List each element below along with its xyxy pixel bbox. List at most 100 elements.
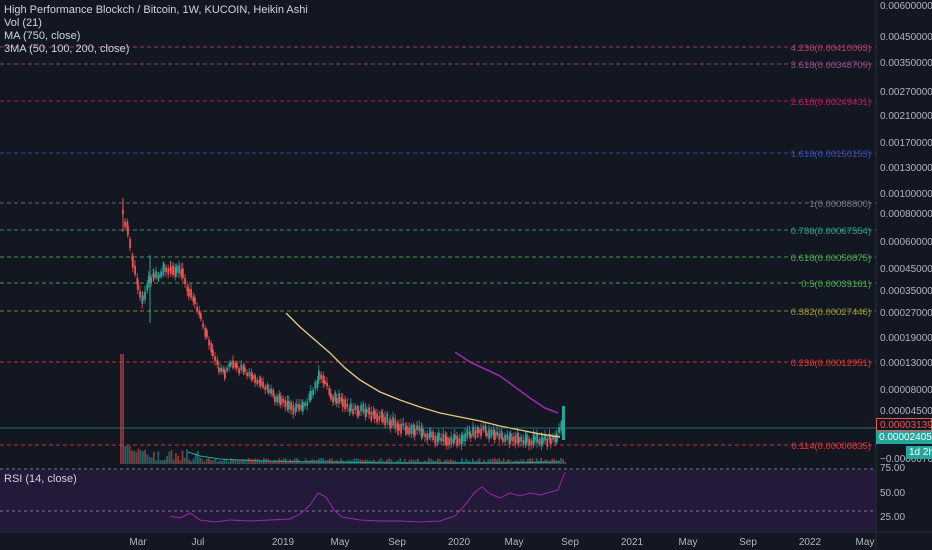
candle-body [512,436,514,442]
candle-body [424,433,426,438]
candle-body [280,396,282,406]
fib-level-label: 0.382(0.00027446) [791,307,871,318]
candle-body [558,427,560,434]
candle-body [188,288,190,297]
candle-body [306,401,309,406]
candle-body [196,307,198,312]
candle-body [390,419,392,428]
candle-body [544,435,546,441]
price-axis-label: 0.00080000 [880,209,932,220]
candle-body [450,436,453,444]
candle-body [402,423,405,427]
candle-body [165,267,167,273]
volume-bar [280,459,283,464]
volume-bar [527,459,529,464]
volume-bar [450,459,452,464]
time-axis-label: Jul [192,537,205,548]
candle-body [438,432,440,441]
volume-indicator-label[interactable]: Vol (21) [4,17,42,29]
volume-bar [476,460,479,464]
volume-bar [489,458,492,464]
candle-body [428,433,431,438]
candle-body [406,426,408,434]
candle-body [540,438,543,446]
candle-body [554,435,557,443]
ma-indicator-label[interactable]: MA (750, close) [4,30,81,42]
last-price-tag: 0.00003139 [876,418,932,431]
last-candle-body [562,406,565,440]
volume-bar [177,456,179,464]
triple-ma-indicator-label[interactable]: 3MA (50, 100, 200, close) [4,43,130,55]
candle-body [456,435,458,446]
candle-body [370,411,373,421]
price-axis-label: 0.00130000 [880,163,932,174]
chart-legend: High Performance Blockch / Bitcoin, 1W, … [4,4,308,56]
candle-body [380,411,383,418]
candle-body [528,438,530,446]
volume-bar [452,460,454,464]
price-axis-label: 0.00027000 [880,308,932,319]
volume-bar [124,446,127,464]
candle-body [163,263,165,272]
volume-bar [203,461,206,464]
candle-body [426,433,429,441]
price-axis-label: 0.00004500 [880,406,932,417]
candle-body [308,393,311,401]
candle-body [142,295,144,301]
volume-bar [355,458,358,464]
ma-purple-line [454,351,559,414]
rsi-axis-label: 50.00 [880,488,905,499]
fib-level-label: 0.114(0.00000835) [791,441,871,452]
candle-body [334,392,337,402]
candle-body [278,393,281,404]
volume-bar [227,461,230,464]
candle-body [454,434,456,440]
volume-bar [238,459,241,464]
candle-body [550,437,552,445]
rsi-axis-label: 75.00 [880,463,905,474]
price-axis-label: 0.00270000 [880,87,932,98]
candle-body [376,413,378,423]
time-axis-label: 2021 [621,537,644,548]
candle-body [274,396,276,403]
volume-bar [256,459,259,464]
candle-body [302,401,304,412]
candle-body [386,413,389,423]
candle-body [192,296,195,302]
candle-body [160,271,162,278]
volume-bar [357,458,360,464]
rsi-axis-label: 25.00 [880,512,905,523]
price-axis-label: 0.00600000 [880,1,932,12]
time-axis-label: Sep [739,537,757,548]
rsi-indicator-label[interactable]: RSI (14, close) [4,473,77,485]
candle-body [520,436,522,442]
candle-body [178,265,180,274]
volume-bar [302,461,305,464]
candle-body [150,277,152,284]
candle-body [442,433,445,442]
symbol-title[interactable]: High Performance Blockch / Bitcoin, 1W, … [4,4,308,16]
volume-bar [225,460,228,464]
candle-body [153,273,155,279]
volume-bar [472,458,474,464]
candle-body [146,283,149,291]
candle-body [414,429,416,436]
candle-body [460,435,463,446]
candle-body [190,289,192,298]
volume-bar [377,460,380,464]
volume-bar [412,459,415,464]
volume-bar [258,459,261,464]
volume-bar [414,459,417,464]
candle-body [340,396,343,402]
time-axis-label: Sep [561,537,579,548]
candle-body [516,432,519,443]
volume-bar [500,460,503,464]
volume-bar [320,458,322,464]
fib-level-label: 1.618(0.00150153) [791,149,871,160]
candle-body [182,268,184,278]
volume-bar [399,458,402,464]
volume-bar [562,459,564,464]
candle-body [206,330,208,338]
